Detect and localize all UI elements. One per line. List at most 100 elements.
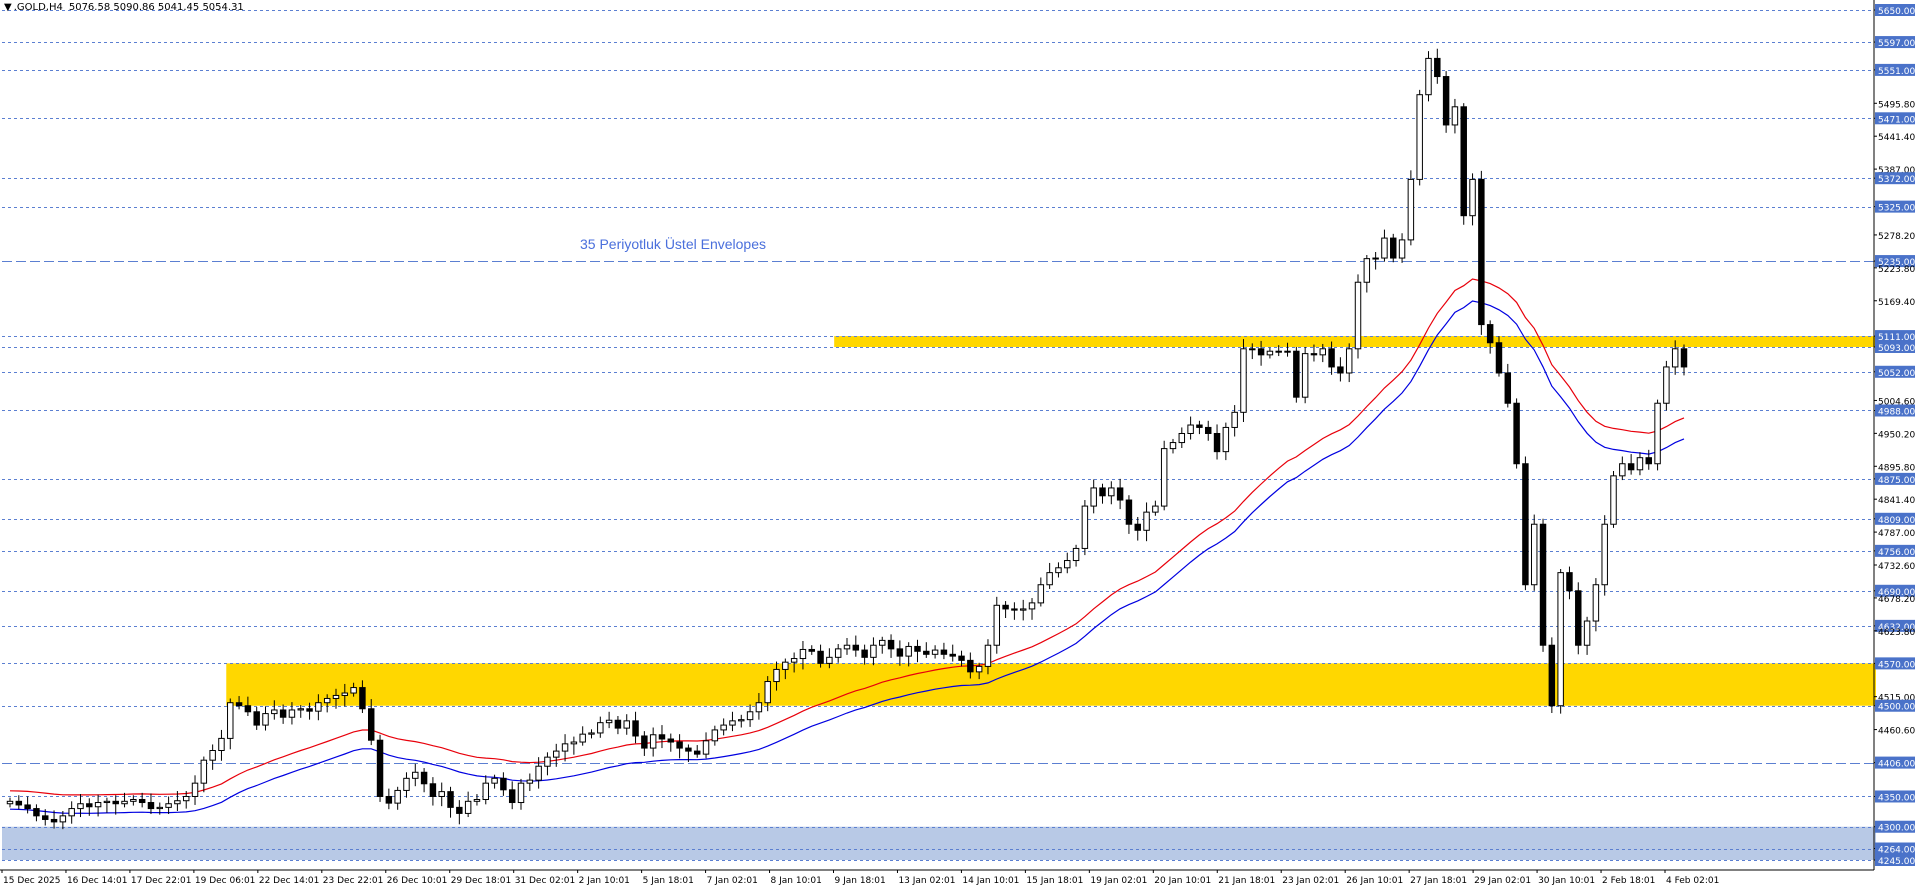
candle-body bbox=[949, 653, 956, 657]
candle-body bbox=[879, 639, 886, 646]
candle-body bbox=[253, 711, 260, 726]
candle-body bbox=[341, 692, 349, 696]
candle-body bbox=[147, 802, 155, 810]
candle-body bbox=[1381, 237, 1388, 259]
candle-body bbox=[667, 738, 675, 743]
time-tick-label: 2 Feb 18:01 bbox=[1602, 876, 1655, 886]
candle-body bbox=[33, 808, 40, 817]
price-label-bg bbox=[1875, 4, 1915, 16]
price-label-bg bbox=[1875, 699, 1915, 712]
candle-body bbox=[1363, 258, 1371, 283]
price-tick-label: 4787.00 bbox=[1878, 529, 1915, 539]
candle-body bbox=[1451, 106, 1459, 126]
candle-body bbox=[68, 808, 75, 817]
candle-body bbox=[711, 729, 719, 742]
candle-body bbox=[1108, 487, 1115, 497]
candle-body bbox=[412, 771, 419, 779]
candle-body bbox=[165, 803, 172, 808]
candle-body bbox=[1469, 178, 1476, 217]
candle-body bbox=[746, 711, 754, 721]
time-tick-label: 19 Dec 06:01 bbox=[195, 876, 256, 886]
candle-body bbox=[958, 655, 965, 661]
candle-body bbox=[1081, 505, 1089, 549]
candle-body bbox=[658, 734, 666, 740]
candle-body bbox=[984, 644, 992, 667]
candle-body bbox=[1002, 604, 1009, 610]
candle-body bbox=[1495, 342, 1503, 374]
candle-body bbox=[579, 733, 586, 743]
price-tick-label: 5471.00 bbox=[1878, 115, 1915, 125]
candle-body bbox=[156, 806, 164, 810]
candle-body bbox=[570, 741, 578, 745]
price-tick-label: 5235.00 bbox=[1878, 258, 1915, 268]
candle-body bbox=[1187, 424, 1194, 434]
time-tick-label: 5 Jan 18:01 bbox=[643, 876, 694, 886]
price-label-bg bbox=[1875, 544, 1915, 557]
candle-body bbox=[1319, 348, 1326, 356]
candle-body bbox=[1019, 608, 1027, 611]
candle-body bbox=[1090, 487, 1097, 507]
price-label-bg bbox=[1875, 472, 1915, 485]
candle-body bbox=[271, 709, 278, 715]
candle-body bbox=[1328, 348, 1335, 368]
price-label-bg bbox=[1875, 842, 1915, 855]
candle-body bbox=[887, 639, 895, 650]
envelope-annotation: 35 Periyotluk Üstel Envelopes bbox=[580, 235, 766, 252]
price-tick-label: 4950.20 bbox=[1878, 430, 1915, 440]
candle-body bbox=[1266, 350, 1274, 356]
candle-body bbox=[1134, 523, 1141, 531]
candle-body bbox=[1575, 590, 1582, 646]
price-label-bg bbox=[1875, 112, 1915, 125]
candle-body bbox=[508, 789, 516, 804]
candle-body bbox=[649, 734, 657, 749]
candle-body bbox=[588, 732, 595, 735]
candle-body bbox=[359, 687, 366, 710]
price-tick-label: 4515.00 bbox=[1878, 694, 1915, 704]
sr-zone-1 bbox=[226, 663, 1876, 706]
candle-body bbox=[967, 659, 974, 673]
candle-body bbox=[641, 735, 648, 749]
time-tick-label: 23 Jan 02:01 bbox=[1282, 876, 1339, 886]
price-label-bg bbox=[1875, 619, 1915, 632]
candle-body bbox=[764, 681, 771, 704]
candle-body bbox=[288, 709, 296, 718]
price-label-bg bbox=[1875, 657, 1915, 670]
price-tick-label: 4570.00 bbox=[1878, 660, 1915, 670]
candle-body bbox=[182, 795, 190, 802]
price-tick-label: 5093.00 bbox=[1878, 344, 1915, 354]
candle-body bbox=[1160, 448, 1168, 507]
candle-body bbox=[1169, 442, 1177, 450]
candle-body bbox=[1425, 57, 1432, 96]
candle-body bbox=[517, 782, 525, 804]
time-tick-label: 26 Jan 10:01 bbox=[1346, 876, 1403, 886]
candle-body bbox=[244, 705, 252, 713]
time-tick-label: 29 Jan 02:01 bbox=[1474, 876, 1531, 886]
candle-body bbox=[6, 800, 14, 805]
candle-body bbox=[235, 702, 243, 707]
candle-body bbox=[500, 777, 507, 791]
price-label-bg bbox=[1875, 365, 1915, 378]
candle-body bbox=[1064, 560, 1071, 569]
time-tick-label: 17 Dec 22:01 bbox=[131, 876, 192, 886]
price-label-bg bbox=[1875, 404, 1915, 417]
candle-body bbox=[1416, 94, 1423, 180]
price-tick-label: 4988.00 bbox=[1878, 407, 1915, 417]
candle-body bbox=[464, 800, 472, 814]
candle-body bbox=[1046, 572, 1053, 586]
candle-body bbox=[1390, 237, 1397, 259]
price-tick-label: 5441.40 bbox=[1878, 133, 1915, 143]
candle-body bbox=[940, 649, 948, 655]
candle-body bbox=[1222, 426, 1230, 453]
price-label-bg bbox=[1875, 172, 1915, 185]
price-tick-label: 4623.80 bbox=[1878, 628, 1915, 638]
price-tick-label: 4756.00 bbox=[1878, 548, 1915, 558]
candle-body bbox=[1636, 457, 1644, 471]
price-tick-label: 4875.00 bbox=[1878, 476, 1915, 486]
price-tick-label: 5004.60 bbox=[1878, 397, 1915, 407]
candle-body bbox=[42, 815, 49, 820]
candle-body bbox=[1143, 511, 1150, 531]
candle-body bbox=[200, 759, 208, 784]
candle-body bbox=[1486, 324, 1494, 344]
candle-body bbox=[1592, 584, 1600, 622]
